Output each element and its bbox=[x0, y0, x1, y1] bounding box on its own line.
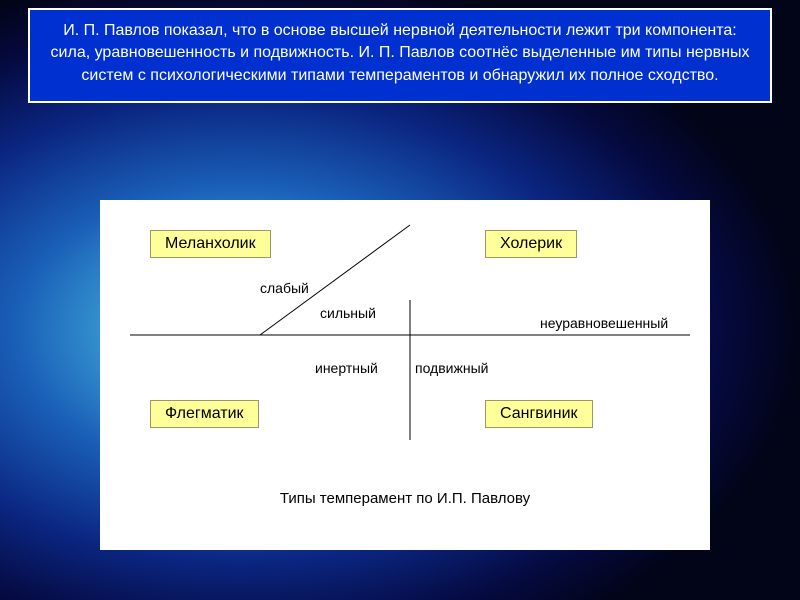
box-sanguine: Сангвиник bbox=[485, 400, 593, 428]
diagram-panel: Меланхолик Холерик Флегматик Сангвиник с… bbox=[100, 200, 710, 550]
label-choleric: Холерик bbox=[500, 235, 562, 252]
label-melancholic: Меланхолик bbox=[165, 235, 256, 252]
diagram-caption: Типы темперамент по И.П. Павлову bbox=[100, 490, 710, 507]
header-box: И. П. Павлов показал, что в основе высше… bbox=[28, 8, 772, 103]
box-phlegmatic: Флегматик bbox=[150, 400, 259, 428]
label-mobile: подвижный bbox=[415, 360, 488, 376]
box-melancholic: Меланхолик bbox=[150, 230, 271, 258]
box-choleric: Холерик bbox=[485, 230, 577, 258]
label-inert: инертный bbox=[315, 360, 378, 376]
label-unbalanced: неуравновешенный bbox=[540, 315, 668, 331]
label-sanguine: Сангвиник bbox=[500, 405, 578, 422]
label-strong: сильный bbox=[320, 305, 376, 321]
header-text: И. П. Павлов показал, что в основе высше… bbox=[51, 22, 750, 84]
label-phlegmatic: Флегматик bbox=[165, 405, 244, 422]
label-weak: слабый bbox=[260, 280, 309, 296]
